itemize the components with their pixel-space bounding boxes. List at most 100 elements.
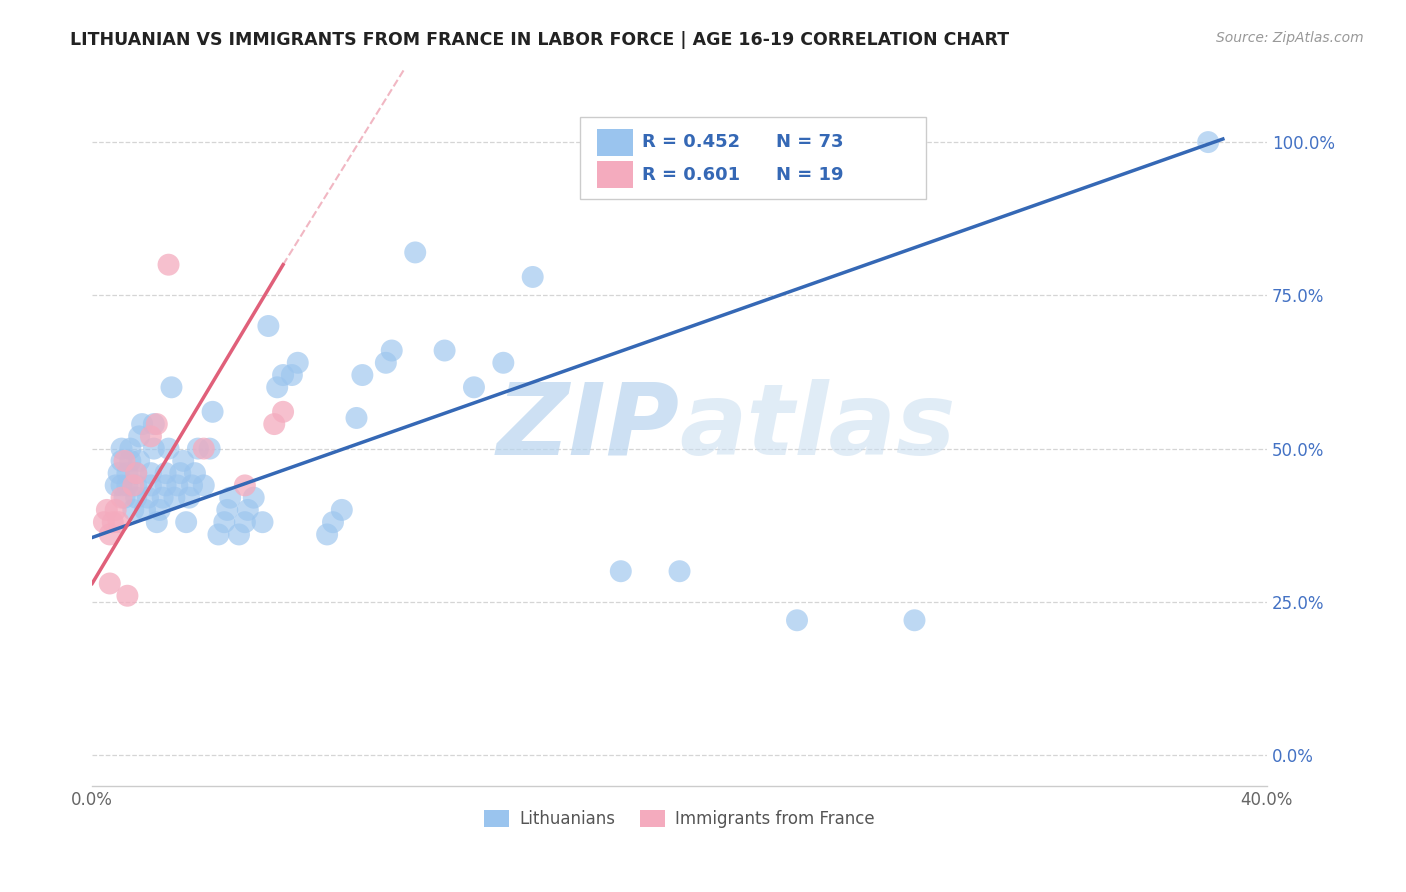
Point <box>172 454 194 468</box>
Text: LITHUANIAN VS IMMIGRANTS FROM FRANCE IN LABOR FORCE | AGE 16-19 CORRELATION CHAR: LITHUANIAN VS IMMIGRANTS FROM FRANCE IN … <box>70 31 1010 49</box>
Point <box>346 411 368 425</box>
Point <box>122 503 145 517</box>
Point <box>219 491 242 505</box>
Point <box>463 380 485 394</box>
Point <box>169 466 191 480</box>
Point <box>903 613 925 627</box>
Point <box>139 429 162 443</box>
Point <box>157 442 180 456</box>
Point <box>110 454 132 468</box>
Point <box>236 503 259 517</box>
Point <box>134 503 156 517</box>
Point <box>101 515 124 529</box>
Legend: Lithuanians, Immigrants from France: Lithuanians, Immigrants from France <box>478 804 882 835</box>
Point <box>96 503 118 517</box>
Point <box>125 466 148 480</box>
Point <box>117 466 139 480</box>
Point <box>492 356 515 370</box>
Point <box>155 466 177 480</box>
Point <box>198 442 221 456</box>
Point <box>98 576 121 591</box>
Point <box>98 527 121 541</box>
Point <box>1197 135 1219 149</box>
Point <box>257 318 280 333</box>
Point <box>114 454 136 468</box>
Point <box>125 491 148 505</box>
Point <box>139 478 162 492</box>
Point <box>139 466 162 480</box>
Point <box>157 258 180 272</box>
Text: atlas: atlas <box>679 378 956 475</box>
Point <box>110 442 132 456</box>
Point <box>287 356 309 370</box>
Point <box>201 405 224 419</box>
Text: Source: ZipAtlas.com: Source: ZipAtlas.com <box>1216 31 1364 45</box>
Point <box>330 503 353 517</box>
Point <box>104 478 127 492</box>
Point <box>122 478 145 492</box>
Point <box>177 491 200 505</box>
Point <box>271 405 294 419</box>
Point <box>110 491 132 505</box>
Point <box>163 491 186 505</box>
Point <box>281 368 304 382</box>
Point <box>174 515 197 529</box>
Point <box>786 613 808 627</box>
Point <box>187 442 209 456</box>
Point <box>352 368 374 382</box>
Point <box>271 368 294 382</box>
Point <box>522 269 544 284</box>
Point <box>181 478 204 492</box>
Point <box>433 343 456 358</box>
Text: ZIP: ZIP <box>496 378 679 475</box>
Point <box>242 491 264 505</box>
Text: R = 0.452: R = 0.452 <box>643 134 740 152</box>
Point <box>142 417 165 431</box>
Point <box>110 478 132 492</box>
Point <box>217 503 239 517</box>
Point <box>142 442 165 456</box>
Point <box>104 503 127 517</box>
Point <box>107 466 129 480</box>
Point <box>146 417 169 431</box>
Point <box>160 380 183 394</box>
Point <box>146 515 169 529</box>
Point <box>228 527 250 541</box>
Point <box>120 454 142 468</box>
Point <box>125 466 148 480</box>
Point <box>128 429 150 443</box>
Point <box>316 527 339 541</box>
Text: R = 0.601: R = 0.601 <box>643 166 740 184</box>
FancyBboxPatch shape <box>579 117 927 199</box>
Point <box>610 564 633 578</box>
Point <box>233 515 256 529</box>
Point <box>166 478 188 492</box>
Bar <box>598 128 633 156</box>
Point <box>125 478 148 492</box>
Point <box>136 491 159 505</box>
Point <box>117 589 139 603</box>
Point <box>207 527 229 541</box>
Point <box>404 245 426 260</box>
Text: N = 19: N = 19 <box>776 166 844 184</box>
Point <box>214 515 236 529</box>
Bar <box>598 161 633 188</box>
Point <box>93 515 115 529</box>
Point <box>149 503 172 517</box>
Point <box>266 380 288 394</box>
Point <box>193 442 215 456</box>
Point <box>263 417 285 431</box>
Text: N = 73: N = 73 <box>776 134 844 152</box>
Point <box>233 478 256 492</box>
Point <box>193 478 215 492</box>
Point <box>114 491 136 505</box>
Point <box>252 515 274 529</box>
Point <box>152 491 174 505</box>
Point <box>374 356 396 370</box>
Point <box>381 343 404 358</box>
Point <box>155 478 177 492</box>
Point <box>322 515 344 529</box>
Point <box>120 442 142 456</box>
Point <box>117 478 139 492</box>
Point <box>184 466 207 480</box>
